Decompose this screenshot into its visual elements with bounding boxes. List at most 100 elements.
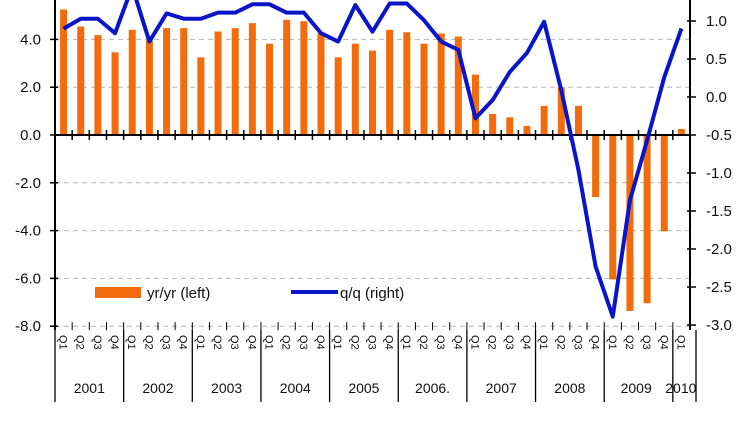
- right-tick-label: -3.0: [706, 317, 732, 334]
- left-tick-label: -4.0: [15, 223, 41, 240]
- quarter-label: Q3: [297, 335, 309, 350]
- year-label: 2006.: [415, 380, 450, 396]
- quarter-label: Q1: [263, 335, 275, 350]
- bar: [215, 32, 222, 135]
- line-series-q-q: [63, 0, 681, 317]
- quarter-label: Q2: [417, 335, 429, 350]
- quarter-label: Q3: [434, 335, 446, 350]
- year-label: 2004: [280, 380, 311, 396]
- bar: [197, 57, 204, 135]
- quarter-label: Q1: [57, 335, 69, 350]
- bar: [163, 28, 170, 135]
- quarter-label: Q1: [674, 335, 686, 350]
- bar: [335, 57, 342, 135]
- left-tick-label: 4.0: [20, 31, 41, 48]
- quarter-label: Q3: [503, 335, 515, 350]
- bar: [352, 44, 359, 135]
- year-label: 2003: [211, 380, 242, 396]
- bar: [506, 117, 513, 135]
- quarter-label: Q2: [142, 335, 154, 350]
- bar: [180, 28, 187, 135]
- bar: [420, 44, 427, 135]
- quarter-label: Q3: [228, 335, 240, 350]
- bar: [661, 135, 668, 231]
- bar: [541, 106, 548, 135]
- quarter-label: Q2: [486, 335, 498, 350]
- bar: [609, 135, 616, 279]
- bar: [146, 40, 153, 135]
- right-tick-label: -0.5: [706, 127, 732, 144]
- bar: [77, 26, 84, 135]
- bar: [592, 135, 599, 197]
- q-q-line: [64, 0, 682, 317]
- right-tick-label: -1.5: [706, 203, 732, 220]
- quarter-label: Q4: [108, 335, 120, 350]
- quarter-label: Q1: [125, 335, 137, 350]
- right-tick-label: -2.0: [706, 241, 732, 258]
- bar: [318, 33, 325, 135]
- bar: [94, 35, 101, 135]
- legend-label-q-q: q/q (right): [340, 285, 404, 302]
- quarter-label: Q2: [623, 335, 635, 350]
- legend-swatch-yr-yr: [95, 287, 141, 298]
- quarter-label: Q4: [451, 335, 463, 350]
- right-tick-label: 1.0: [706, 13, 727, 30]
- quarter-label: Q3: [160, 335, 172, 350]
- bar: [266, 44, 273, 135]
- bar: [249, 23, 256, 135]
- right-tick-label: -1.0: [706, 165, 732, 182]
- bar: [438, 33, 445, 135]
- year-label: 2009: [621, 380, 652, 396]
- quarter-label: Q2: [348, 335, 360, 350]
- right-tick-label: 0.5: [706, 51, 727, 68]
- bar: [369, 51, 376, 135]
- right-tick-label: 0.0: [706, 89, 727, 106]
- bar: [112, 52, 119, 135]
- quarter-label: Q3: [640, 335, 652, 350]
- right-tick-label: -2.5: [706, 279, 732, 296]
- quarter-label: Q4: [657, 335, 669, 350]
- left-tick-label: -8.0: [15, 318, 41, 335]
- year-label: 2010: [665, 380, 696, 396]
- bar: [283, 20, 290, 135]
- bar: [489, 114, 496, 135]
- bar: [644, 135, 651, 303]
- quarter-label: Q3: [571, 335, 583, 350]
- bar: [386, 30, 393, 135]
- quarter-label: Q4: [589, 335, 601, 350]
- quarter-label: Q2: [554, 335, 566, 350]
- legend-label-yr-yr: yr/yr (left): [147, 285, 210, 302]
- quarter-label: Q1: [194, 335, 206, 350]
- left-tick-label: -2.0: [15, 175, 41, 192]
- left-tick-label: 0.0: [20, 127, 41, 144]
- quarter-label: Q2: [74, 335, 86, 350]
- year-label: 2005: [348, 380, 379, 396]
- quarter-label: Q4: [383, 335, 395, 350]
- bar: [575, 106, 582, 135]
- left-tick-label: -6.0: [15, 270, 41, 287]
- quarter-label: Q4: [177, 335, 189, 350]
- quarter-label: Q1: [468, 335, 480, 350]
- quarter-label: Q3: [91, 335, 103, 350]
- bar: [300, 21, 307, 135]
- legend: yr/yr (left) q/q (right): [95, 285, 404, 302]
- year-label: 2002: [142, 380, 173, 396]
- quarter-label: Q1: [606, 335, 618, 350]
- year-label: 2008: [554, 380, 585, 396]
- bar: [129, 30, 136, 135]
- quarter-label: Q2: [280, 335, 292, 350]
- bar: [232, 28, 239, 135]
- bar-series-yr-yr: [60, 10, 685, 311]
- quarter-label: Q4: [245, 335, 257, 350]
- quarter-label: Q1: [537, 335, 549, 350]
- quarter-label: Q3: [366, 335, 378, 350]
- quarter-label: Q2: [211, 335, 223, 350]
- left-tick-label: 2.0: [20, 79, 41, 96]
- quarter-label: Q4: [520, 335, 532, 350]
- year-label: 2001: [74, 380, 105, 396]
- year-label: 2007: [486, 380, 517, 396]
- bar: [523, 126, 530, 135]
- quarter-label: Q1: [331, 335, 343, 350]
- quarter-label: Q1: [400, 335, 412, 350]
